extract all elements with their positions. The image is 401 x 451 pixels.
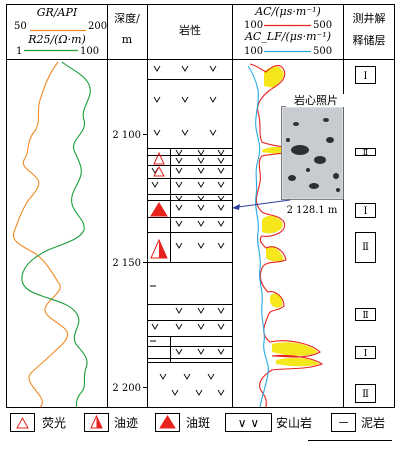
legend-fluorescence-icon [16,416,29,429]
depth-tick-label: 2 100 [112,130,141,141]
interp-label-1: 测井解 [353,11,386,25]
interp-layer-box [355,346,376,359]
r25-axis-min: 1 [16,46,22,57]
legend-fluorescence-label: 荧光 [42,416,66,430]
log-frame [6,4,395,408]
core-photo-title-bg [286,94,346,107]
aclf-axis-max: 500 [313,46,332,57]
core-photo-pointer-arrow [232,204,240,210]
gr-axis-label: GR/API [37,6,78,19]
legend-andesite-box [225,413,272,432]
lithology-column [147,65,233,396]
aclf-axis-label: AC_LF/(μs·m⁻¹) [244,30,331,43]
depth-tick-label: 2 150 [112,258,141,269]
oil-trace-symbol [150,238,168,259]
depth-ticks: 2 100 2 150 2 200 [112,130,148,394]
ac-track [247,63,324,408]
gr-axis-max: 200 [88,21,107,32]
aclf-axis-min: 100 [244,46,263,57]
core-photo-title: 岩心照片 [294,93,338,107]
mudstone-pattern [150,285,156,342]
core-photo-pointer [237,199,291,208]
depth-axis-label: 深度/ [114,11,140,25]
legend: 荧光 油迹 油斑 ∨ ∨ 安山岩 － 泥岩 [10,413,392,441]
interp-layer-label: Ⅰ [364,71,368,82]
core-photo: 岩心照片 2 128.1 m [232,93,346,216]
core-photo-texture [286,118,340,192]
legend-oil-trace-fill [96,416,102,428]
interpretation-column: Ⅰ Ⅱ Ⅰ Ⅱ Ⅱ Ⅰ Ⅱ [355,66,376,403]
lithology-label: 岩性 [179,23,201,37]
fluorescence-symbol [153,151,165,165]
gr-axis-min: 50 [14,21,27,32]
ac-axis-max: 500 [313,20,332,31]
depth-axis-unit: m [122,33,133,46]
interp-layer-label: Ⅰ [364,349,368,359]
legend-andesite-icon: ∨ ∨ [238,416,259,430]
legend-oil-spot-label: 油斑 [186,416,210,430]
depth-tick-label: 2 200 [112,383,141,394]
r25-curve [21,61,91,408]
ac-axis-label: AC/(μs·m⁻¹) [254,5,321,18]
fluorescence-symbol [153,165,165,177]
ac-curve [249,63,324,408]
interp-layer-box [355,66,376,84]
legend-oil-trace-label: 油迹 [114,416,138,430]
interp-layer-box [355,203,376,218]
legend-oil-spot-icon [159,415,176,429]
interp-layer-box [355,232,376,263]
oil-spot-symbol [150,202,168,217]
legend-mudstone-label: 泥岩 [361,415,385,430]
interp-layer-label: Ⅰ [364,206,368,217]
legend-fluorescence-box [10,413,35,432]
legend-mudstone-box [331,413,356,432]
ac-fill [262,66,320,367]
interp-layer-label: Ⅱ [362,389,369,400]
core-photo-depth: 2 128.1 m [287,205,338,216]
r25-axis-max: 100 [80,46,99,57]
legend-andesite-label: 安山岩 [276,415,312,430]
interp-label-2: 释储层 [353,33,386,47]
interp-layer-label: Ⅱ [363,148,368,157]
interp-layer-box [355,384,376,403]
r25-axis-label: R25/(Ω·m) [27,33,86,46]
interp-layer-box [355,308,376,321]
gr-curve [12,61,69,408]
interp-layer-label: Ⅱ [362,311,368,321]
aclf-curve [247,65,269,408]
ac-axis-min: 100 [244,20,263,31]
andesite-pattern [151,65,225,396]
interp-layer-label: Ⅱ [362,242,369,253]
interp-layer-box [355,148,376,156]
legend-mudstone-icon: － [337,416,349,430]
